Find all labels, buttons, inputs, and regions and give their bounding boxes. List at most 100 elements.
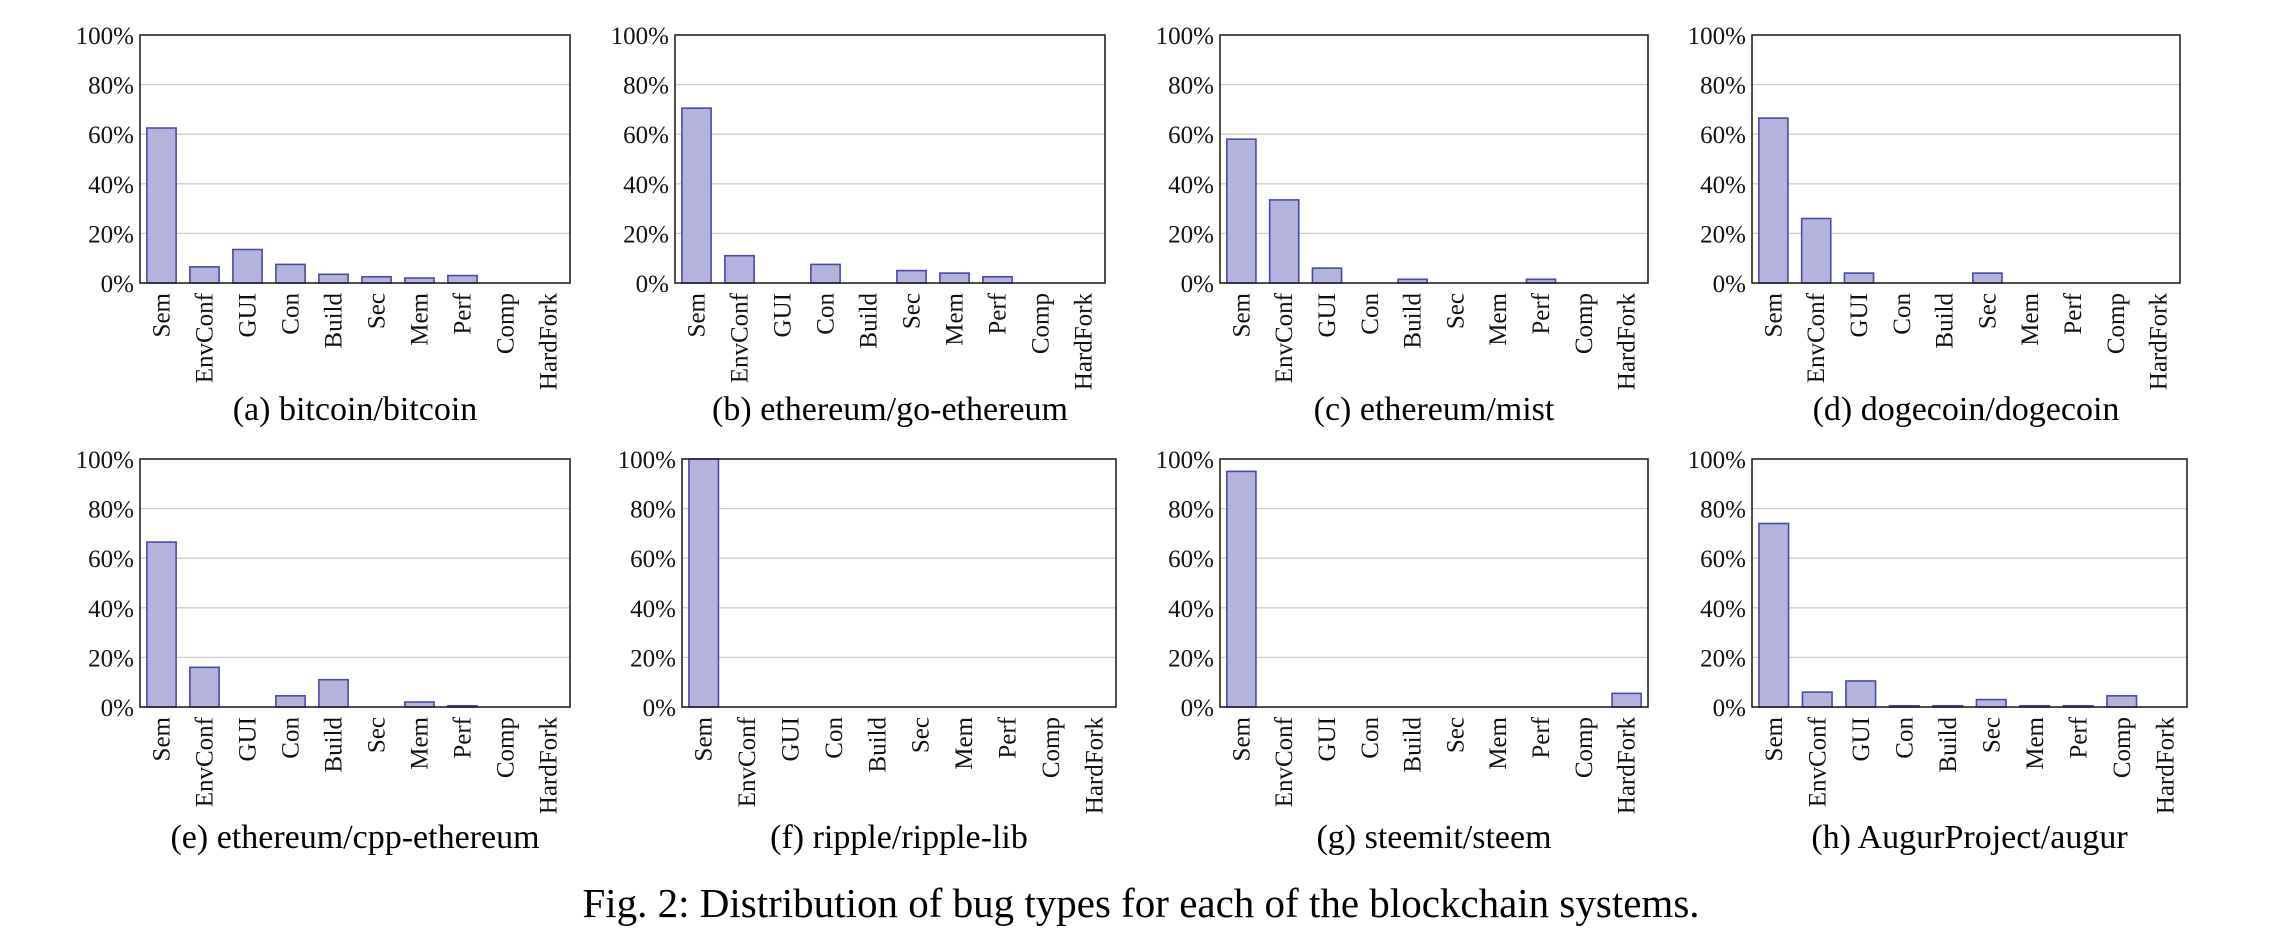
figure-caption: Fig. 2: Distribution of bug types for ea… bbox=[582, 880, 1700, 926]
x-tick-label: Perf bbox=[2065, 716, 2092, 758]
x-tick-label: HardFork bbox=[2152, 717, 2179, 815]
y-tick-label: 40% bbox=[1168, 596, 1214, 623]
y-tick-label: 100% bbox=[1688, 447, 1746, 474]
y-tick-label: 60% bbox=[623, 122, 669, 149]
bar-comp bbox=[2106, 695, 2138, 708]
x-tick-label: Perf bbox=[995, 716, 1022, 758]
x-tick-label: Mem bbox=[1485, 292, 1512, 345]
y-tick-label: 20% bbox=[1168, 645, 1214, 672]
x-tick-label: GUI bbox=[1846, 293, 1873, 337]
y-tick-label: 100% bbox=[1156, 447, 1214, 474]
y-tick-label: 100% bbox=[76, 447, 134, 474]
plot-frame bbox=[139, 458, 571, 708]
subfigure-caption: (c) ethereum/mist bbox=[1314, 391, 1555, 428]
chart-mist: 0% 20% 40% 60% 80% 100% Sem EnvConf GUI Con Build S… bbox=[1156, 23, 1649, 428]
y-tick-label: 20% bbox=[1168, 221, 1214, 248]
x-tick-label: Comp bbox=[1571, 293, 1598, 354]
x-tick-label: Con bbox=[1891, 717, 1918, 759]
y-tick-label: 40% bbox=[1700, 596, 1746, 623]
x-tick-label: Build bbox=[856, 293, 883, 349]
bar-sem bbox=[1758, 522, 1790, 708]
x-tick-label: HardFork bbox=[1614, 293, 1641, 391]
y-tick-label: 60% bbox=[1700, 546, 1746, 573]
x-tick-label: EnvConf bbox=[1271, 716, 1298, 807]
bar-perf bbox=[447, 274, 478, 284]
bar-sec bbox=[896, 269, 927, 284]
x-tick-label: EnvConf bbox=[1804, 716, 1831, 807]
x-tick-label: Sec bbox=[364, 717, 391, 753]
x-tick-label: EnvConf bbox=[1271, 292, 1298, 383]
x-tick-label: EnvConf bbox=[727, 292, 754, 383]
x-tick-label: Build bbox=[1400, 717, 1427, 773]
x-tick-label: Sec bbox=[899, 293, 926, 329]
x-tick-label: HardFork bbox=[1614, 717, 1641, 815]
chart-cpp-ethereum: 0% 20% 40% 60% 80% 100% Sem EnvConf GUI Con Build S… bbox=[76, 447, 571, 856]
y-tick-label: 40% bbox=[630, 596, 676, 623]
x-tick-label: EnvConf bbox=[192, 292, 219, 383]
y-tick-label: 60% bbox=[630, 546, 676, 573]
x-tick-label: Sem bbox=[149, 292, 176, 337]
y-tick-label: 0% bbox=[1713, 695, 1746, 722]
chart-dogecoin: 0% 20% 40% 60% 80% 100% Sem EnvConf GUI Con Build S… bbox=[1688, 23, 2181, 428]
y-tick-label: 0% bbox=[101, 271, 134, 298]
y-tick-label: 100% bbox=[1156, 23, 1214, 50]
x-tick-label: Mem bbox=[2022, 716, 2049, 769]
bar-envconf bbox=[189, 666, 220, 708]
x-tick-label: Perf bbox=[985, 292, 1012, 334]
x-tick-label: Sem bbox=[691, 716, 718, 761]
bar-envconf bbox=[724, 254, 755, 284]
x-tick-label: Con bbox=[1357, 293, 1384, 335]
x-tick-label: Sec bbox=[1442, 717, 1469, 753]
x-tick-label: Perf bbox=[1528, 716, 1555, 758]
x-tick-label: Comp bbox=[493, 717, 520, 778]
x-tick-label: Sec bbox=[1974, 293, 2001, 329]
x-tick-label: GUI bbox=[1314, 293, 1341, 337]
subfigure-caption: (g) steemit/steem bbox=[1316, 819, 1551, 856]
x-tick-label: Comp bbox=[1038, 717, 1065, 778]
y-tick-label: 80% bbox=[623, 73, 669, 100]
y-tick-label: 80% bbox=[88, 73, 134, 100]
x-tick-label: Perf bbox=[2060, 292, 2087, 334]
x-tick-label: Mem bbox=[951, 716, 978, 769]
y-tick-label: 20% bbox=[88, 221, 134, 248]
x-tick-label: GUI bbox=[235, 717, 262, 761]
x-tick-label: HardFork bbox=[2146, 293, 2173, 391]
x-tick-label: Mem bbox=[1485, 716, 1512, 769]
x-tick-label: Sem bbox=[1761, 716, 1788, 761]
y-tick-label: 20% bbox=[88, 645, 134, 672]
bar-con bbox=[810, 263, 841, 284]
bar-build bbox=[318, 273, 349, 284]
y-tick-label: 40% bbox=[1168, 172, 1214, 199]
bar-sem bbox=[681, 107, 712, 284]
x-tick-label: Con bbox=[821, 717, 848, 759]
bar-gui bbox=[232, 248, 263, 284]
x-tick-label: EnvConf bbox=[192, 716, 219, 807]
x-tick-label: Comp bbox=[2109, 717, 2136, 778]
bar-envconf bbox=[1801, 691, 1833, 708]
bar-sec bbox=[1972, 272, 2003, 284]
bar-sem bbox=[146, 541, 177, 708]
bar-hardfork bbox=[1611, 692, 1642, 708]
y-tick-label: 100% bbox=[1688, 23, 1746, 50]
y-tick-label: 0% bbox=[1181, 271, 1214, 298]
x-tick-label: Sem bbox=[1228, 716, 1255, 761]
bar-envconf bbox=[1268, 199, 1300, 284]
x-tick-label: GUI bbox=[770, 293, 797, 337]
chart-ripple-lib: 0% 20% 40% 60% 80% 100% Sem EnvConf GUI Con Build S… bbox=[618, 447, 1117, 856]
y-tick-label: 40% bbox=[88, 596, 134, 623]
bar-sem bbox=[688, 458, 720, 708]
x-tick-label: HardFork bbox=[536, 717, 563, 815]
x-tick-label: GUI bbox=[235, 293, 262, 337]
bar-gui bbox=[1845, 680, 1877, 708]
y-tick-label: 80% bbox=[88, 497, 134, 524]
x-tick-label: Perf bbox=[450, 292, 477, 334]
x-tick-label: Build bbox=[1935, 717, 1962, 773]
x-tick-label: Build bbox=[864, 717, 891, 773]
subfigure-caption: (a) bitcoin/bitcoin bbox=[233, 391, 478, 428]
x-tick-label: Sec bbox=[908, 717, 935, 753]
x-tick-label: HardFork bbox=[536, 293, 563, 391]
x-tick-label: Mem bbox=[942, 292, 969, 345]
x-tick-label: Sec bbox=[1978, 717, 2005, 753]
bar-envconf bbox=[189, 266, 220, 284]
x-tick-label: Sec bbox=[1442, 293, 1469, 329]
